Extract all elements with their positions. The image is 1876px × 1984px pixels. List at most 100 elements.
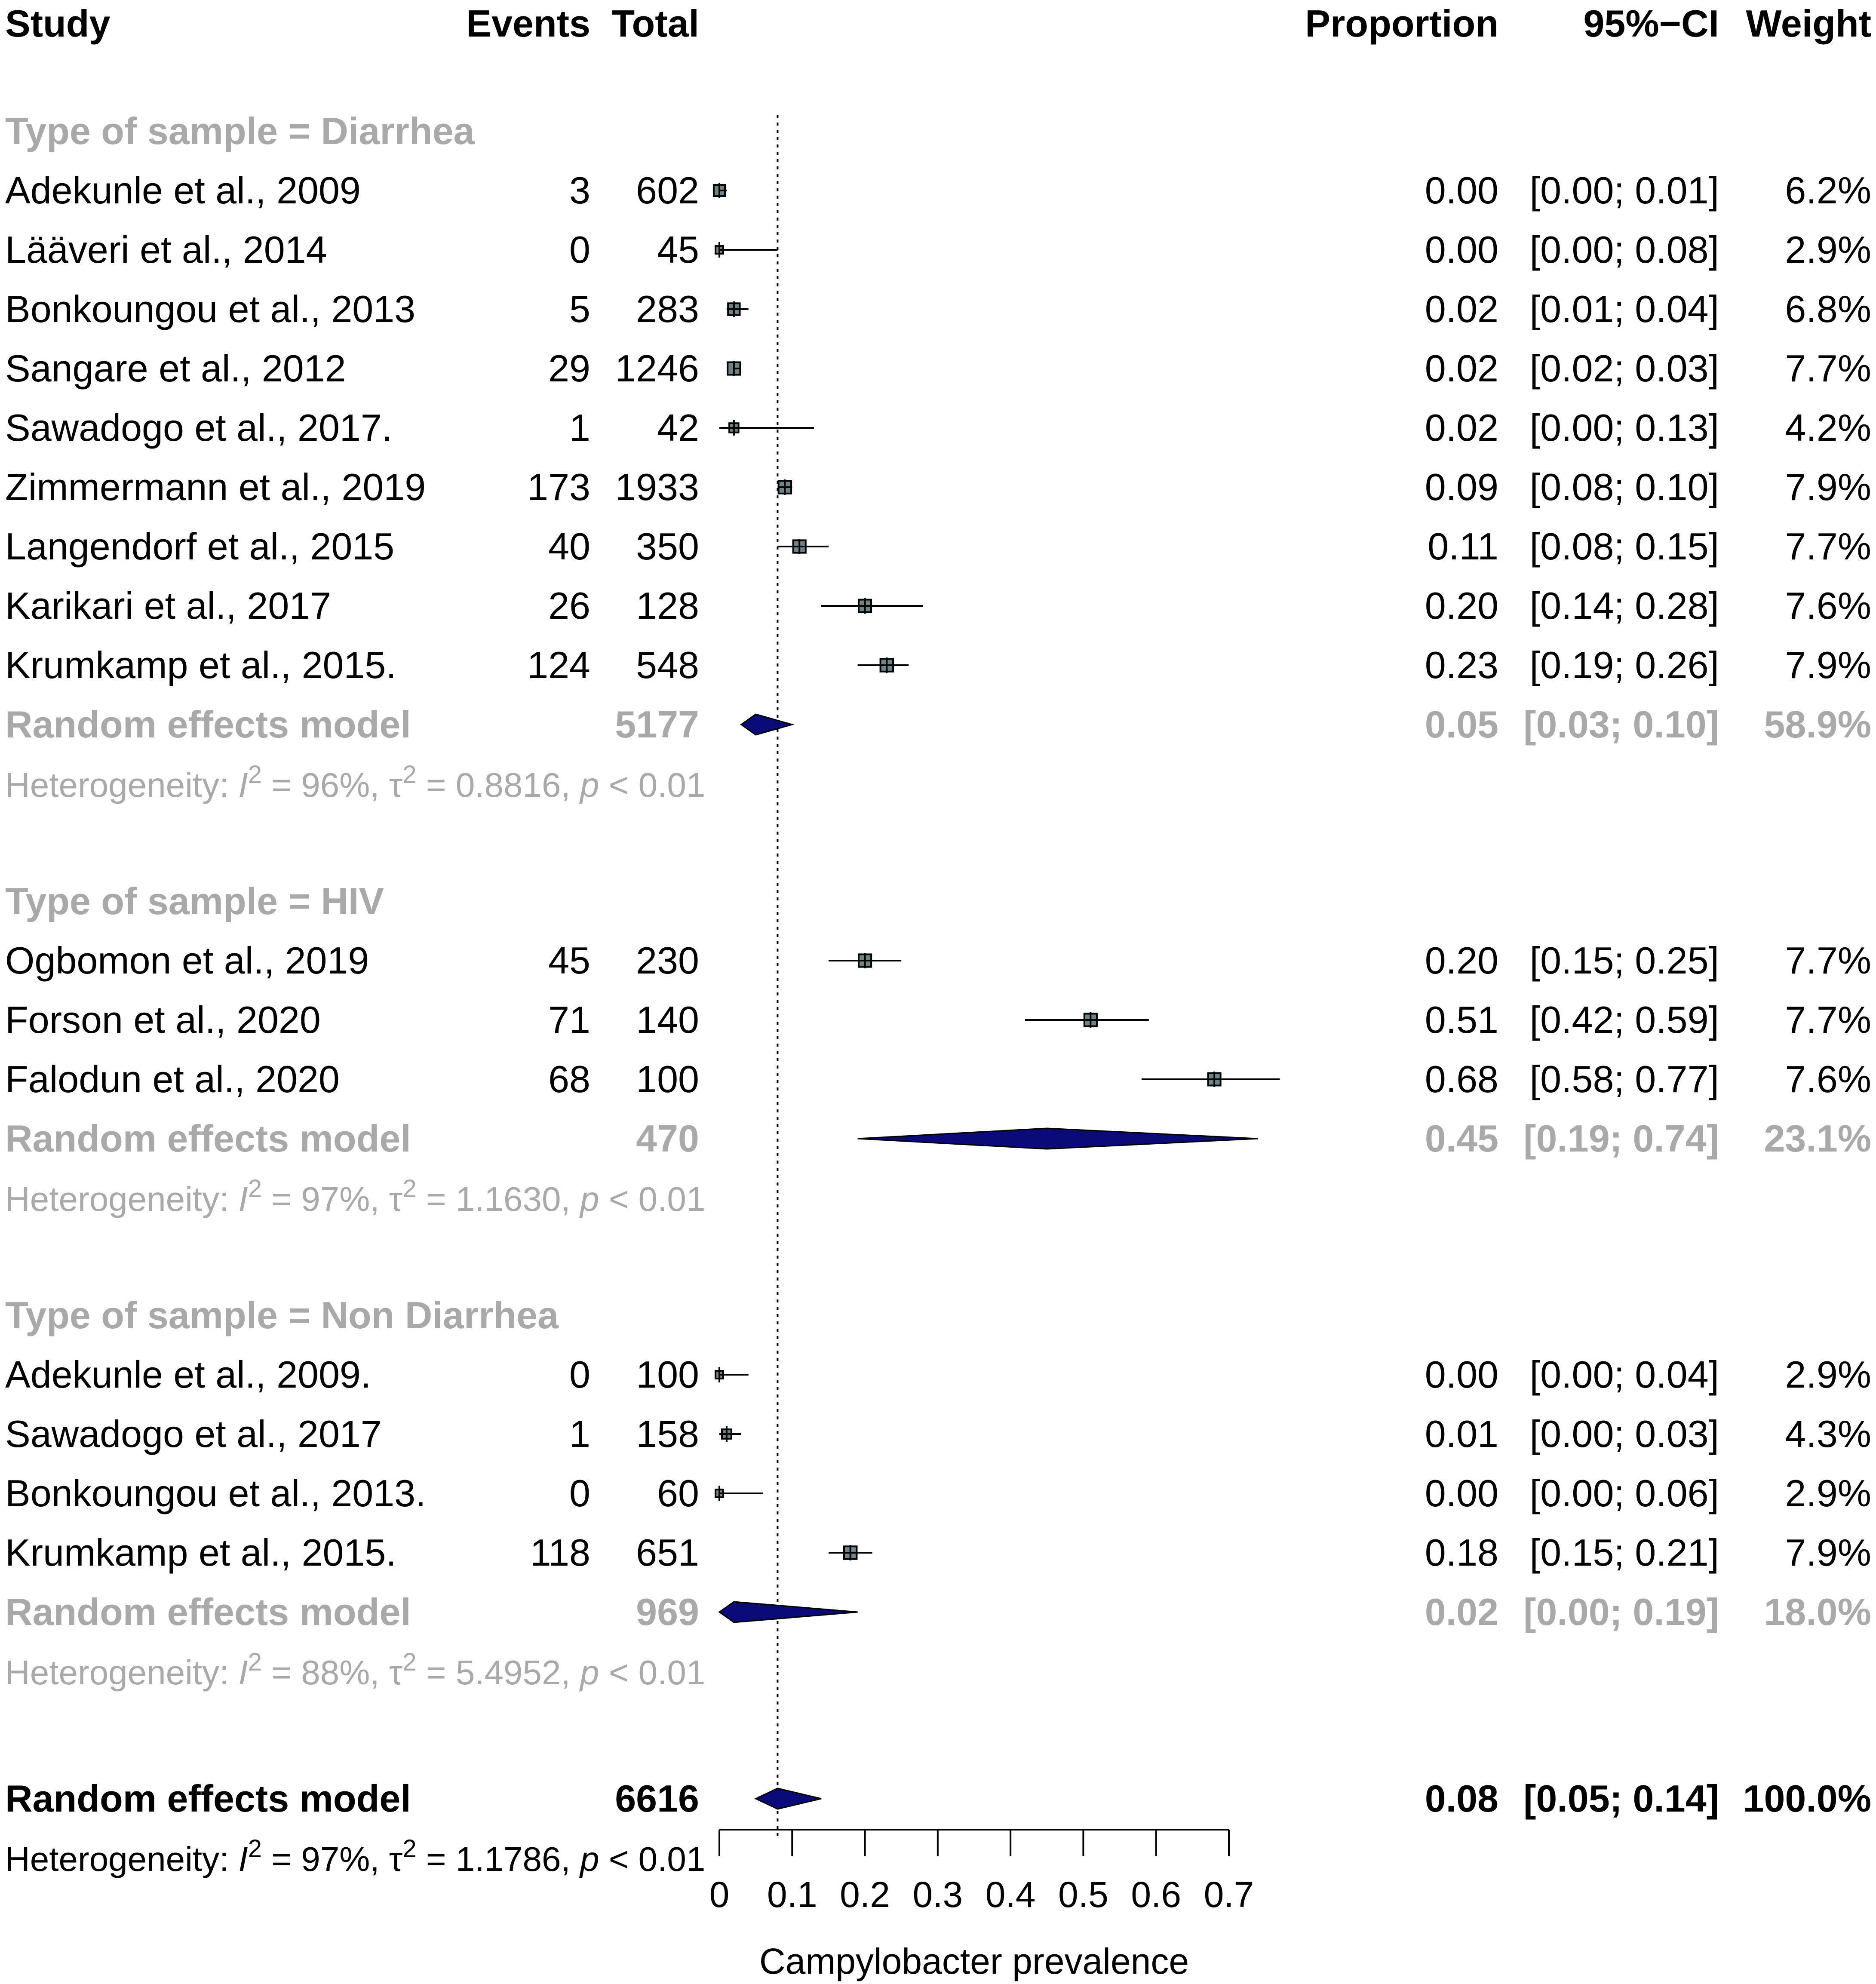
pooled-diamond xyxy=(718,1601,858,1623)
study-proportion: 0.00 xyxy=(1425,1353,1498,1396)
study-ci: [0.02; 0.03] xyxy=(1530,347,1719,390)
study-name: Langendorf et al., 2015 xyxy=(5,525,394,568)
study-total: 45 xyxy=(657,228,699,271)
study-ci: [0.08; 0.10] xyxy=(1530,466,1719,508)
header-study: Study xyxy=(5,2,111,45)
pooled-proportion: 0.45 xyxy=(1425,1117,1498,1160)
pooled-label: Random effects model xyxy=(5,1777,411,1820)
subgroup-heterogeneity: Heterogeneity: I2 = 88%, τ2 = 5.4952, p … xyxy=(5,1648,705,1692)
pooled-weight: 58.9% xyxy=(1764,703,1871,746)
subgroup-heterogeneity: Heterogeneity: I2 = 97%, τ2 = 1.1630, p … xyxy=(5,1175,705,1219)
study-weight: 7.7% xyxy=(1785,998,1871,1041)
study-weight: 7.9% xyxy=(1785,466,1871,508)
study-proportion: 0.20 xyxy=(1425,584,1498,627)
subgroup-pooled-row: Random effects model 470 0.45 [0.19; 0.74] 2… xyxy=(5,1117,1871,1160)
study-ci: [0.15; 0.21] xyxy=(1530,1531,1719,1574)
study-name: Forson et al., 2020 xyxy=(5,998,321,1041)
study-name: Ogbomon et al., 2019 xyxy=(5,939,369,982)
pooled-label: Random effects model xyxy=(5,1117,411,1160)
study-total: 1933 xyxy=(615,466,699,508)
study-proportion: 0.00 xyxy=(1425,169,1498,212)
study-weight: 2.9% xyxy=(1785,228,1871,271)
study-total: 140 xyxy=(636,998,699,1041)
study-row: Bonkoungou et al., 2013. 0 60 0.00 [0.00; 0.… xyxy=(5,1472,1871,1514)
study-proportion: 0.01 xyxy=(1425,1413,1498,1455)
study-proportion: 0.02 xyxy=(1425,288,1498,330)
x-tick-label: 0.1 xyxy=(767,1874,817,1915)
study-proportion: 0.20 xyxy=(1425,939,1498,982)
pooled-proportion: 0.02 xyxy=(1425,1591,1498,1633)
study-row: Sawadogo et al., 2017 1 158 0.01 [0.00; 0.03… xyxy=(5,1413,1871,1455)
study-total: 548 xyxy=(636,644,699,686)
study-total: 100 xyxy=(636,1058,699,1100)
pooled-total: 470 xyxy=(636,1117,699,1160)
study-weight: 4.2% xyxy=(1785,406,1871,449)
study-row: Ogbomon et al., 2019 45 230 0.20 [0.15; 0.25… xyxy=(5,939,1871,982)
overall-pooled-row: Random effects model 6616 0.08 [0.05; 0.14]… xyxy=(5,1777,1871,1820)
study-proportion: 0.23 xyxy=(1425,644,1498,686)
study-events: 71 xyxy=(548,998,590,1041)
subgroup-pooled-row: Random effects model 5177 0.05 [0.03; 0.10]… xyxy=(5,703,1871,746)
study-total: 651 xyxy=(636,1531,699,1574)
pooled-proportion: 0.05 xyxy=(1425,703,1498,746)
study-ci: [0.01; 0.04] xyxy=(1530,288,1719,330)
study-row: Zimmermann et al., 2019 173 1933 0.09 [0.08;… xyxy=(5,466,1871,508)
header-ci: 95%−CI xyxy=(1583,2,1719,45)
study-weight: 4.3% xyxy=(1785,1413,1871,1455)
x-tick-label: 0.3 xyxy=(912,1874,963,1915)
pooled-weight: 100.0% xyxy=(1743,1777,1871,1820)
pooled-total: 6616 xyxy=(615,1777,699,1820)
study-row: Langendorf et al., 2015 40 350 0.11 [0.08; 0… xyxy=(5,525,1871,568)
study-row: Forson et al., 2020 71 140 0.51 [0.42; 0.59]… xyxy=(5,998,1871,1041)
study-total: 100 xyxy=(636,1353,699,1396)
x-tick-label: 0.2 xyxy=(840,1874,890,1915)
study-row: Sangare et al., 2012 29 1246 0.02 [0.02; 0.0… xyxy=(5,347,1871,390)
subgroup-header: Type of sample = Non Diarrhea xyxy=(5,1294,559,1336)
pooled-label: Random effects model xyxy=(5,1591,411,1633)
pooled-proportion: 0.08 xyxy=(1425,1777,1498,1820)
plot-layer: Type of sample = Diarrhea Adekunle et al.… xyxy=(5,110,1871,1981)
pooled-weight: 18.0% xyxy=(1764,1591,1871,1633)
pooled-diamond xyxy=(857,1127,1258,1150)
study-proportion: 0.68 xyxy=(1425,1058,1498,1100)
x-tick-label: 0.5 xyxy=(1058,1874,1108,1915)
study-name: Falodun et al., 2020 xyxy=(5,1058,340,1100)
study-total: 158 xyxy=(636,1413,699,1455)
study-events: 0 xyxy=(569,1353,590,1396)
study-weight: 7.7% xyxy=(1785,347,1871,390)
pooled-ci: [0.05; 0.14] xyxy=(1523,1777,1719,1820)
study-total: 230 xyxy=(636,939,699,982)
study-proportion: 0.18 xyxy=(1425,1531,1498,1574)
study-events: 173 xyxy=(527,466,590,508)
study-name: Bonkoungou et al., 2013 xyxy=(5,288,415,330)
study-row: Adekunle et al., 2009. 0 100 0.00 [0.00; 0.0… xyxy=(5,1353,1871,1396)
study-events: 3 xyxy=(569,169,590,212)
pooled-diamond xyxy=(740,713,795,736)
study-name: Lääveri et al., 2014 xyxy=(5,228,327,271)
subgroup-header: Type of sample = Diarrhea xyxy=(5,110,475,152)
study-events: 29 xyxy=(548,347,590,390)
study-weight: 2.9% xyxy=(1785,1472,1871,1514)
x-axis-title: Campylobacter prevalence xyxy=(759,1941,1189,1981)
study-events: 1 xyxy=(569,406,590,449)
study-events: 124 xyxy=(527,644,590,686)
header-events: Events xyxy=(466,2,590,45)
study-proportion: 0.00 xyxy=(1425,1472,1498,1514)
study-proportion: 0.51 xyxy=(1425,998,1498,1041)
header-proportion: Proportion xyxy=(1305,2,1498,45)
study-ci: [0.00; 0.03] xyxy=(1530,1413,1719,1455)
study-events: 40 xyxy=(548,525,590,568)
study-name: Adekunle et al., 2009 xyxy=(5,169,361,212)
study-weight: 7.6% xyxy=(1785,1058,1871,1100)
study-total: 1246 xyxy=(615,347,699,390)
study-row: Falodun et al., 2020 68 100 0.68 [0.58; 0.77… xyxy=(5,1058,1871,1100)
study-ci: [0.00; 0.01] xyxy=(1530,169,1719,212)
study-weight: 6.8% xyxy=(1785,288,1871,330)
x-tick-label: 0.7 xyxy=(1204,1874,1254,1915)
study-weight: 7.6% xyxy=(1785,584,1871,627)
x-tick-label: 0.4 xyxy=(986,1874,1036,1915)
study-row: Karikari et al., 2017 26 128 0.20 [0.14; 0.2… xyxy=(5,584,1871,627)
study-weight: 7.7% xyxy=(1785,939,1871,982)
study-total: 42 xyxy=(657,406,699,449)
study-events: 68 xyxy=(548,1058,590,1100)
